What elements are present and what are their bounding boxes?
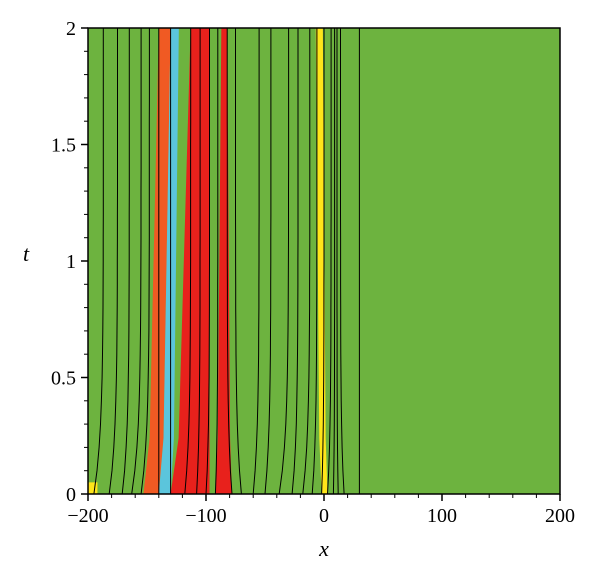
contour-line-16 xyxy=(291,28,299,494)
contour-line-10 xyxy=(214,28,219,494)
contour-line-20 xyxy=(327,28,332,494)
contour-line-22 xyxy=(336,28,339,494)
x-axis-label: x xyxy=(318,536,329,561)
x-axis: −200 −100 0 100 200 xyxy=(67,494,575,527)
y-tick-label: 0 xyxy=(66,484,76,506)
y-tick-label: 0.5 xyxy=(51,368,76,390)
y-tick-label: 1.5 xyxy=(51,135,76,157)
contour-line-4 xyxy=(140,28,150,494)
contour-line-11 xyxy=(226,28,233,494)
contour-line-1 xyxy=(108,28,118,494)
contour-line-18 xyxy=(311,28,318,494)
y-tick-label: 2 xyxy=(66,18,76,40)
band-1 xyxy=(158,28,179,494)
contour-line-7 xyxy=(184,28,192,494)
contour-line-19 xyxy=(321,28,325,494)
contour-line-23 xyxy=(340,28,345,494)
x-tick-label: 100 xyxy=(427,505,457,527)
contour-line-12 xyxy=(235,28,242,494)
band-0 xyxy=(143,28,171,494)
contour-line-21 xyxy=(332,28,336,494)
contour-line-9 xyxy=(205,28,210,494)
contour-line-17 xyxy=(302,28,311,494)
x-tick-label: 200 xyxy=(545,505,575,527)
contour-line-2 xyxy=(121,28,130,494)
contour-line-0 xyxy=(93,28,104,494)
contour-line-15 xyxy=(278,28,290,494)
plot-area xyxy=(88,28,560,494)
x-tick-label: −100 xyxy=(185,505,226,527)
contour-line-14 xyxy=(264,28,272,494)
x-tick-label: −200 xyxy=(67,505,108,527)
contour-line-13 xyxy=(252,28,260,494)
x-tick-label: 0 xyxy=(319,505,329,527)
y-tick-label: 1 xyxy=(66,251,76,273)
band-5 xyxy=(88,482,98,494)
band-4 xyxy=(315,28,328,494)
y-axis-label: t xyxy=(23,241,30,266)
contour-line-3 xyxy=(131,28,142,494)
y-axis: 0 0.5 1 1.5 2 xyxy=(51,18,88,506)
contour-line-8 xyxy=(196,28,201,494)
